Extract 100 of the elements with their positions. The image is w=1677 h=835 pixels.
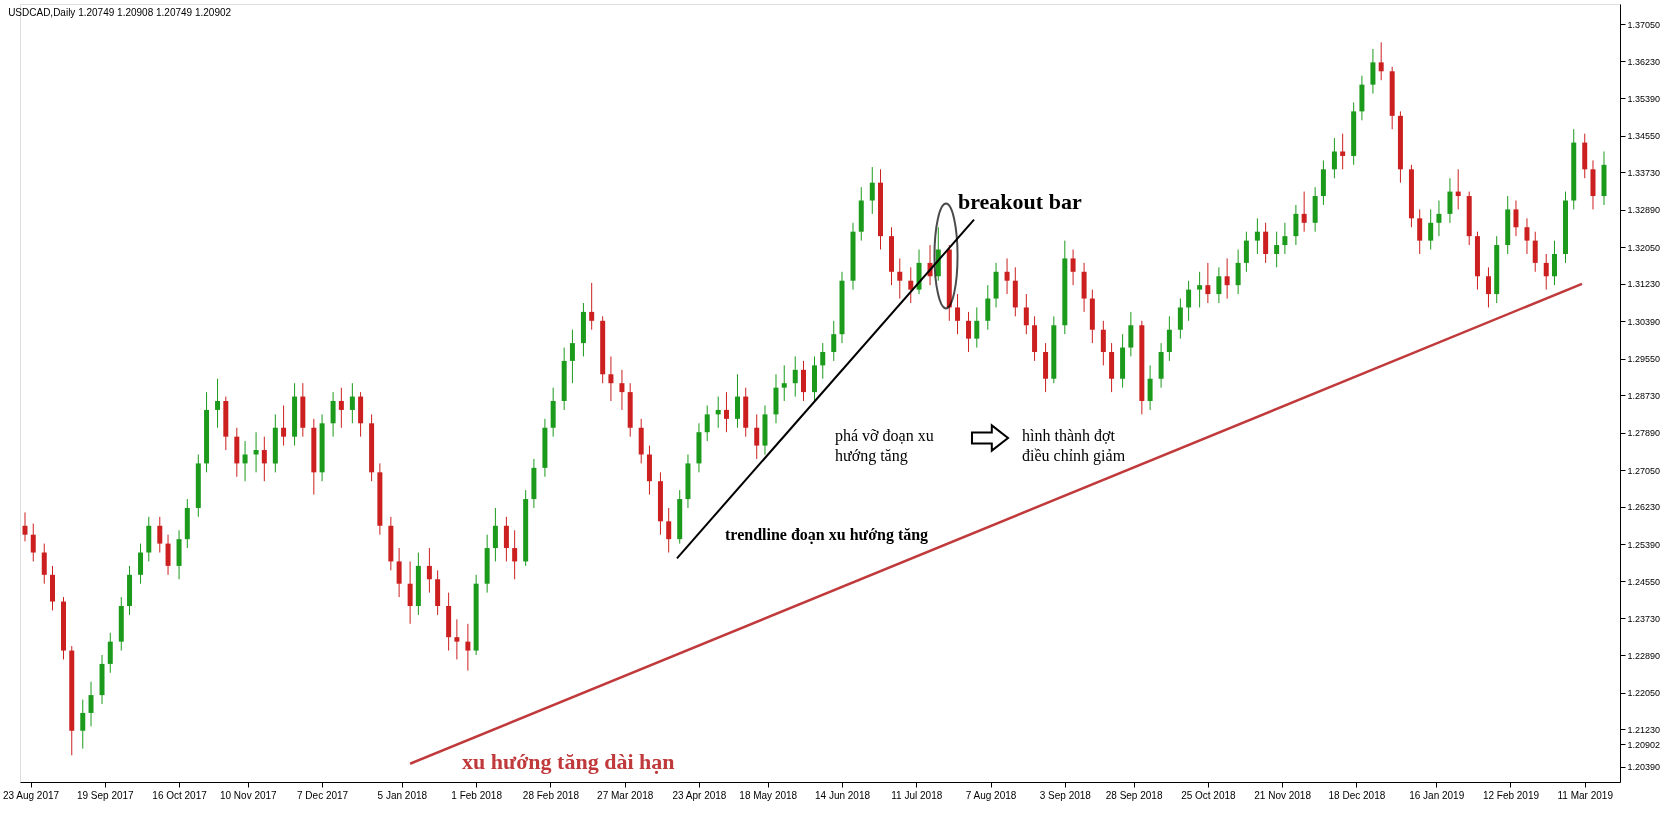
candlestick bbox=[138, 543, 144, 585]
candlestick bbox=[869, 166, 875, 215]
candlestick bbox=[107, 632, 113, 674]
x-tick-label: 11 Mar 2019 bbox=[1557, 789, 1614, 801]
y-tick-label: 1.26230 bbox=[1627, 502, 1661, 513]
x-tick-label: 10 Nov 2017 bbox=[219, 789, 278, 801]
candlestick bbox=[1100, 320, 1106, 366]
x-tick-label: 19 Sep 2017 bbox=[76, 789, 135, 801]
candlestick bbox=[1331, 137, 1337, 179]
x-tick-label: 14 Jun 2018 bbox=[814, 789, 871, 801]
candlestick bbox=[781, 364, 787, 402]
candlestick bbox=[1205, 262, 1211, 304]
x-tick-label: 25 Oct 2018 bbox=[1181, 789, 1237, 801]
x-tick-label: 28 Feb 2018 bbox=[522, 789, 580, 801]
candlestick bbox=[1282, 222, 1288, 255]
candlestick bbox=[41, 543, 47, 585]
candlestick bbox=[281, 404, 287, 447]
candlestick bbox=[1254, 217, 1260, 255]
candlestick bbox=[1274, 231, 1280, 268]
candlestick bbox=[454, 618, 460, 660]
x-tick-label: 16 Jan 2019 bbox=[1409, 789, 1465, 801]
candlestick bbox=[1551, 240, 1557, 286]
candlestick bbox=[426, 547, 432, 594]
candlestick bbox=[1147, 364, 1153, 411]
candlestick bbox=[80, 699, 86, 750]
candlestick bbox=[1263, 222, 1269, 264]
y-tick-label: 1.23730 bbox=[1627, 613, 1661, 624]
y-tick-label: 1.28730 bbox=[1627, 390, 1661, 401]
candlestick bbox=[1428, 208, 1434, 251]
candlestick bbox=[1370, 48, 1376, 95]
candlestick bbox=[1216, 266, 1222, 304]
candlestick bbox=[503, 516, 509, 562]
candlestick bbox=[253, 431, 259, 473]
y-tick-label: 1.36230 bbox=[1627, 56, 1661, 67]
annotation: phá vỡ đoạn xu hướng tăng bbox=[835, 427, 934, 465]
y-tick-label: 1.29550 bbox=[1627, 354, 1661, 365]
x-tick-label: 3 Sep 2018 bbox=[1039, 789, 1092, 801]
candlestick bbox=[955, 293, 961, 335]
y-tick-label: 1.24550 bbox=[1627, 576, 1661, 587]
candlestick bbox=[492, 507, 498, 562]
candlestick bbox=[338, 387, 344, 429]
candlestick bbox=[666, 507, 672, 554]
candlestick bbox=[1340, 133, 1346, 170]
candlestick bbox=[1513, 200, 1519, 237]
candlestick bbox=[1293, 204, 1299, 246]
candlestick bbox=[88, 681, 94, 727]
y-tick-label: 1.31230 bbox=[1627, 279, 1661, 290]
candlestick bbox=[569, 329, 575, 384]
chart-title: USDCAD,Daily 1.20749 1.20908 1.20749 1.20902 bbox=[8, 7, 232, 18]
candlestick bbox=[734, 373, 740, 429]
candlestick bbox=[157, 516, 163, 554]
candlestick bbox=[1186, 280, 1192, 322]
candlestick bbox=[820, 342, 826, 380]
x-tick-label: 16 Oct 2017 bbox=[152, 789, 208, 801]
candlestick bbox=[704, 404, 710, 442]
x-tick-label: 5 Jan 2018 bbox=[377, 789, 428, 801]
candlestick bbox=[1224, 257, 1230, 300]
candlestick bbox=[1447, 177, 1453, 224]
y-tick-label: 1.32050 bbox=[1627, 242, 1661, 253]
x-tick-label: 28 Sep 2018 bbox=[1105, 789, 1163, 801]
y-tick-label: 1.25390 bbox=[1627, 539, 1661, 550]
candlestick bbox=[165, 534, 171, 576]
annotation: hình thành đợt điều chỉnh giảm bbox=[1022, 427, 1126, 465]
candlestick bbox=[908, 266, 914, 304]
candlestick bbox=[1166, 315, 1172, 362]
candlestick bbox=[619, 369, 625, 411]
candlestick bbox=[261, 436, 267, 482]
y-tick-label: 1.35390 bbox=[1627, 93, 1661, 104]
x-tick-label: 12 Feb 2019 bbox=[1482, 789, 1540, 801]
y-tick-label: 1.32890 bbox=[1627, 205, 1661, 216]
candlestick bbox=[897, 257, 903, 300]
candlestick bbox=[1524, 217, 1530, 255]
y-tick-label: 1.27890 bbox=[1627, 428, 1661, 439]
y-tick-label: 1.30390 bbox=[1627, 316, 1661, 327]
candlestick bbox=[1243, 231, 1249, 273]
y-tick-label: 1.34550 bbox=[1627, 131, 1661, 142]
candlestick bbox=[974, 306, 980, 349]
annotation: breakout bar bbox=[958, 189, 1082, 214]
candlestick bbox=[800, 360, 806, 402]
y-tick-label: 1.21230 bbox=[1627, 724, 1661, 735]
y-tick-label: 1.22050 bbox=[1627, 688, 1661, 699]
candlestick bbox=[1197, 271, 1203, 308]
candlestick bbox=[349, 382, 355, 424]
y-tick-label: 1.20902 bbox=[1627, 739, 1661, 750]
x-tick-label: 23 Aug 2017 bbox=[2, 789, 60, 801]
x-tick-label: 7 Aug 2018 bbox=[965, 789, 1017, 801]
candlestick bbox=[1532, 231, 1538, 273]
x-tick-label: 1 Feb 2018 bbox=[451, 789, 503, 801]
candlestick bbox=[608, 355, 614, 402]
candlestick bbox=[1235, 249, 1241, 295]
x-tick-label: 11 Jul 2018 bbox=[891, 789, 943, 801]
candlestick bbox=[985, 284, 991, 331]
candlestick bbox=[1070, 249, 1076, 286]
candlestick bbox=[1023, 293, 1029, 335]
candlestick bbox=[589, 282, 595, 331]
candlestick bbox=[242, 440, 248, 482]
candlestick bbox=[1378, 41, 1384, 81]
candlestick bbox=[1128, 311, 1134, 357]
x-tick-label: 18 May 2018 bbox=[739, 789, 798, 801]
candlestick bbox=[715, 396, 721, 429]
